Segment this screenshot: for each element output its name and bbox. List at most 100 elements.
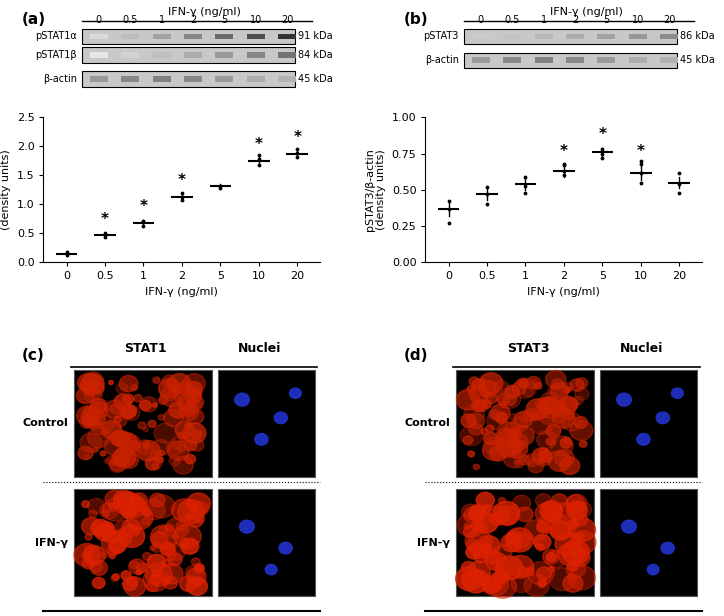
Circle shape xyxy=(574,502,592,517)
Circle shape xyxy=(188,515,203,527)
Circle shape xyxy=(101,421,122,439)
Circle shape xyxy=(509,433,528,450)
Circle shape xyxy=(511,575,531,593)
Circle shape xyxy=(90,382,104,394)
Circle shape xyxy=(182,432,194,443)
Circle shape xyxy=(127,577,138,586)
Circle shape xyxy=(547,384,568,403)
Circle shape xyxy=(101,522,114,533)
Text: STAT3: STAT3 xyxy=(507,342,549,355)
Circle shape xyxy=(568,565,596,590)
Circle shape xyxy=(143,569,168,591)
Circle shape xyxy=(528,562,554,585)
Circle shape xyxy=(494,545,512,561)
Bar xyxy=(464,52,678,68)
Circle shape xyxy=(539,392,561,411)
Circle shape xyxy=(487,506,509,525)
Circle shape xyxy=(570,379,584,391)
Text: 1: 1 xyxy=(541,15,547,25)
Circle shape xyxy=(506,528,533,552)
Circle shape xyxy=(183,374,206,393)
X-axis label: IFN-γ (ng/ml): IFN-γ (ng/ml) xyxy=(527,287,600,297)
Circle shape xyxy=(576,378,588,389)
Circle shape xyxy=(116,383,128,394)
Circle shape xyxy=(83,383,97,395)
Circle shape xyxy=(514,460,524,468)
Circle shape xyxy=(498,498,505,504)
Circle shape xyxy=(563,437,571,443)
Circle shape xyxy=(566,495,584,511)
Circle shape xyxy=(114,529,127,541)
Circle shape xyxy=(85,546,93,554)
Circle shape xyxy=(647,564,659,575)
Circle shape xyxy=(489,575,516,598)
Bar xyxy=(184,34,202,39)
Text: 20: 20 xyxy=(281,15,293,25)
Circle shape xyxy=(193,502,209,516)
Circle shape xyxy=(526,399,550,419)
Bar xyxy=(215,76,233,82)
Circle shape xyxy=(542,549,559,564)
Circle shape xyxy=(536,493,551,508)
Circle shape xyxy=(508,440,522,453)
Circle shape xyxy=(504,450,524,468)
Circle shape xyxy=(534,535,551,549)
Circle shape xyxy=(88,498,105,514)
Circle shape xyxy=(74,543,100,567)
Circle shape xyxy=(463,436,473,445)
Circle shape xyxy=(471,521,482,531)
Bar xyxy=(278,52,296,58)
Text: (d): (d) xyxy=(403,347,428,363)
Circle shape xyxy=(142,518,150,525)
Circle shape xyxy=(471,541,490,559)
Circle shape xyxy=(457,389,480,410)
Circle shape xyxy=(255,434,268,445)
Bar xyxy=(247,34,265,39)
Bar xyxy=(597,57,615,63)
Circle shape xyxy=(290,388,301,399)
Text: Nuclei: Nuclei xyxy=(620,342,663,355)
Circle shape xyxy=(93,448,98,452)
Circle shape xyxy=(111,575,118,582)
Circle shape xyxy=(467,413,484,429)
Circle shape xyxy=(152,463,159,469)
Circle shape xyxy=(180,436,188,443)
Circle shape xyxy=(88,428,110,447)
Circle shape xyxy=(539,451,552,463)
Circle shape xyxy=(82,517,101,535)
Circle shape xyxy=(481,429,488,435)
Circle shape xyxy=(114,521,133,537)
Circle shape xyxy=(119,404,136,419)
Circle shape xyxy=(106,456,117,465)
Circle shape xyxy=(467,386,476,393)
Text: 45 kDa: 45 kDa xyxy=(680,55,715,65)
Bar xyxy=(566,57,584,63)
Circle shape xyxy=(487,553,508,571)
Circle shape xyxy=(535,542,541,548)
Text: 1: 1 xyxy=(159,15,164,25)
Circle shape xyxy=(120,434,140,452)
Text: IFN-γ: IFN-γ xyxy=(35,538,68,548)
Circle shape xyxy=(83,407,94,416)
Circle shape xyxy=(547,551,566,568)
Text: Control: Control xyxy=(405,418,450,428)
Circle shape xyxy=(526,453,541,466)
Circle shape xyxy=(195,580,201,586)
Text: Nuclei: Nuclei xyxy=(237,342,281,355)
Circle shape xyxy=(85,387,103,403)
Circle shape xyxy=(505,386,519,398)
Circle shape xyxy=(130,561,139,569)
Circle shape xyxy=(80,433,102,452)
Circle shape xyxy=(549,567,555,572)
Circle shape xyxy=(91,519,110,537)
Circle shape xyxy=(517,378,529,389)
Circle shape xyxy=(114,490,135,509)
Circle shape xyxy=(540,411,555,424)
Circle shape xyxy=(568,561,578,571)
Circle shape xyxy=(129,448,136,455)
Circle shape xyxy=(102,552,109,558)
Circle shape xyxy=(524,574,550,596)
Circle shape xyxy=(622,520,636,533)
Y-axis label: pSTAT3/β-actin
(density units): pSTAT3/β-actin (density units) xyxy=(364,148,386,232)
Circle shape xyxy=(552,379,563,390)
